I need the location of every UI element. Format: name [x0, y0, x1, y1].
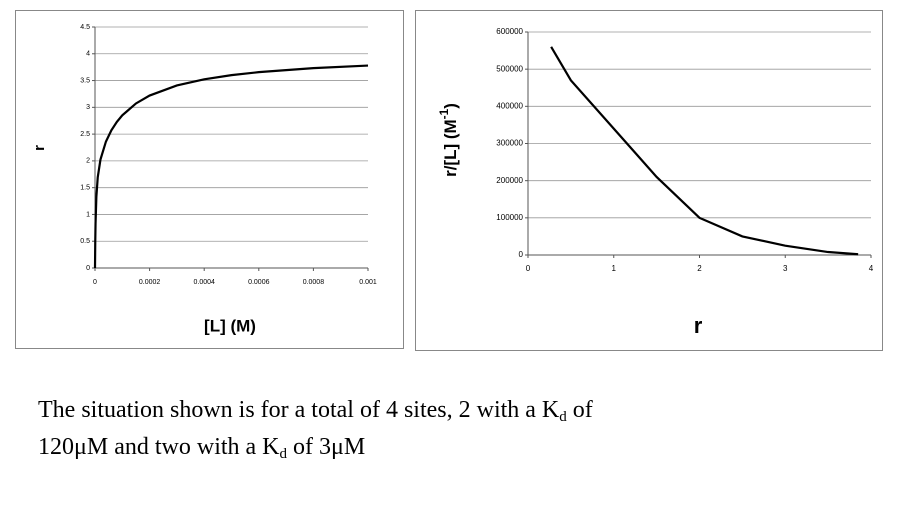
y-tick-label: 0.5 [80, 238, 90, 245]
y-tick-label: 2.5 [80, 131, 90, 138]
x-tick-label: 0.0002 [139, 279, 161, 286]
x-tick-label: 0.0004 [193, 279, 215, 286]
y-axis-label-part: ) [441, 103, 460, 109]
y-tick-label: 500000 [496, 64, 523, 73]
x-tick-label: 0 [526, 264, 531, 273]
caption-text: of [566, 397, 593, 423]
y-axis-label-part: r/[L] (M [441, 119, 460, 177]
y-tick-label: 1 [86, 211, 90, 218]
y-tick-label: 4 [86, 51, 90, 58]
x-tick-label: 3 [783, 264, 788, 273]
y-tick-label: 0 [86, 265, 90, 272]
x-tick-label: 1 [612, 264, 617, 273]
caption-text: The situation shown is for a total of 4 … [38, 397, 560, 423]
caption-text: of 3μM [287, 434, 366, 460]
caption-subscript: d [279, 446, 288, 462]
y-tick-label: 600000 [496, 27, 523, 36]
y-tick-label: 300000 [496, 139, 523, 148]
x-tick-label: 0 [93, 279, 97, 286]
y-tick-label: 3 [86, 104, 90, 111]
x-tick-label: 2 [697, 264, 702, 273]
y-tick-label: 2 [86, 158, 90, 165]
y-tick-label: 0 [519, 250, 524, 259]
y-axis-label: r/[L] (M-1) [437, 103, 460, 177]
caption: The situation shown is for a total of 4 … [38, 392, 593, 466]
y-tick-label: 1.5 [80, 185, 90, 192]
y-tick-label: 400000 [496, 101, 523, 110]
x-axis-label: [L] (M) [204, 316, 256, 335]
x-tick-label: 0.0006 [248, 279, 270, 286]
y-tick-label: 200000 [496, 176, 523, 185]
y-tick-label: 4.5 [80, 24, 90, 31]
x-axis-label: r [694, 313, 703, 338]
y-tick-label: 100000 [496, 213, 523, 222]
y-axis-label-part: -1 [437, 108, 451, 119]
charts: 0 0.5 1 1.5 2 2.5 3 3.5 4 4.5 0 0.0002 0.0004 0.0006 0… [15, 10, 883, 351]
caption-subscript: d [559, 409, 567, 425]
caption-line: The situation shown is for a total of 4 … [38, 392, 593, 429]
chart-frame [15, 10, 404, 349]
data-line [93, 64, 369, 269]
x-tick-label: 0.0008 [303, 279, 325, 286]
x-tick-label: 4 [869, 264, 874, 273]
chart-frame [415, 10, 883, 351]
data-line [550, 46, 859, 256]
caption-line: 120μM and two with a Kd of 3μM [38, 429, 593, 466]
y-tick-label: 3.5 [80, 77, 90, 84]
y-axis-label: r [31, 145, 48, 151]
caption-text: 120μM and two with a K [38, 434, 280, 460]
x-tick-label: 0.001 [359, 279, 377, 286]
